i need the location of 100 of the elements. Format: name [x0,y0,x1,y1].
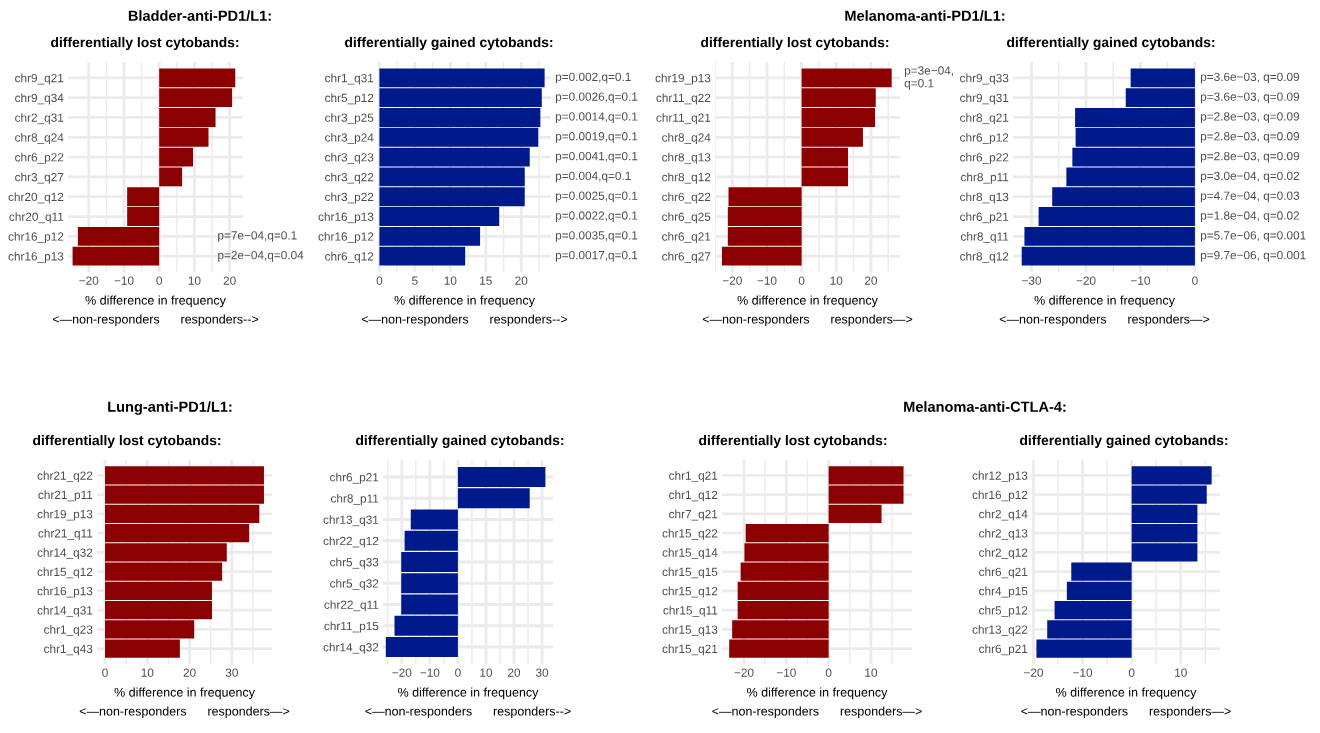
text: p=0.0041,q=0.1 [555,151,638,163]
y-tick-label: chr6_q27 [662,251,711,263]
y-tick-label: chr2_q14 [979,509,1028,521]
y-tick-label: chr1_q43 [44,644,93,656]
y-tick-label: chr3_q23 [325,152,374,164]
y-tick-label: chr12_p13 [972,471,1028,483]
y-tick-label: chr9_q21 [15,73,64,85]
text: p=3.0e−04, q=0.02 [1200,171,1300,183]
x-axis-title: % difference in frequency <—non-responders responders—> [712,687,922,719]
chart-subtitle: differentially gained cytobands: [345,36,553,50]
y-tick-label: chr15_q14 [662,548,718,560]
x-tick-label: 20 [864,276,877,285]
x-tick-label: 30 [535,668,549,677]
text: p=0.0017,q=0.1 [555,250,638,262]
y-tick-label: chr5_p12 [979,605,1028,617]
y-tick-label: chr2_q12 [979,548,1028,560]
x-tick-label: 20 [183,668,196,677]
y-tick-label: chr16_p13 [37,586,93,598]
y-tick-label: chr19_p13 [655,73,711,85]
y-tick-label: chr19_p13 [37,509,93,521]
y-tick-label: chr6_q21 [662,232,711,244]
x-tick-label: 10 [141,668,154,677]
annotation: p=2e−04,q=0.04 [218,250,304,262]
x-tick-label: 0 [102,668,108,677]
y-tick-label: chr3_p25 [325,113,374,125]
y-tick-label: chr6_p22 [960,152,1009,164]
annotation: p=7e−04,q=0.1 [218,231,297,242]
x-tick-label: 20 [515,276,528,285]
text: p=0.0019,q=0.1 [555,132,638,143]
y-tick-label: chr16_p13 [8,251,64,263]
chart-title: Lung-anti-PD1/L1: [108,401,232,415]
text: p=0.004,q=0.1 [555,171,631,183]
y-tick-label: chr8_q21 [960,113,1009,125]
y-tick-label: chr15_q12 [662,586,718,598]
text: p=3.6e−03, q=0.09 [1200,92,1300,104]
y-tick-label: chr15_q15 [662,567,718,579]
y-tick-label: chr7_q21 [669,509,718,521]
x-tick-label: 20 [508,668,521,677]
x-tick-label: −10 [757,276,777,285]
y-tick-label: chr6_p21 [960,212,1009,224]
y-tick-label: chr8_q12 [662,172,711,184]
y-tick-label: chr9_q31 [960,93,1009,105]
chart-subtitle: differentially gained cytobands: [1007,36,1215,50]
x-tick-label: 15 [480,276,492,285]
text: p=0.0025,q=0.1 [555,191,638,203]
y-tick-label: chr11_p15 [324,621,379,633]
y-tick-label: chr15_q11 [663,605,718,617]
text: p=3.6e−03, q=0.09 [1200,72,1300,84]
y-tick-label: chr1_q12 [669,490,718,502]
y-tick-label: chr21_p11 [38,490,93,502]
y-tick-label: chr14_q32 [37,548,93,560]
text: p=2.8e−03, q=0.09 [1200,112,1300,123]
text: p=4.7e−04, q=0.03 [1200,191,1300,203]
y-tick-label: chr22_q12 [323,536,379,548]
y-tick-label: chr6_p22 [15,152,64,164]
y-tick-label: chr15_q22 [662,528,718,540]
y-tick-label: chr3_q27 [15,172,64,184]
y-tick-label: chr5_p12 [325,93,374,105]
x-tick-label: 0 [1128,668,1135,677]
y-tick-label: chr21_q11 [38,528,93,540]
chart-title: Melanoma-anti-PD1/L1: [845,10,1005,22]
y-tick-label: chr6_q22 [662,192,711,204]
x-axis-title: % difference in frequency <—non-responders responders—> [79,687,290,719]
y-tick-label: chr8_q13 [960,192,1009,204]
y-tick-label: chr3_p22 [325,192,374,204]
y-tick-label: chr9_q34 [15,93,64,105]
x-tick-label: 10 [830,276,843,285]
y-tick-label: chr16_p12 [318,232,374,244]
chart-subtitle: differentially gained cytobands: [356,434,564,448]
x-axis-title: % difference in frequency <—non-responders responders--> [361,295,568,327]
x-tick-label: 10 [480,668,493,677]
chart-subtitle: differentially lost cytobands: [51,37,239,50]
y-tick-label: chr15_q12 [37,567,93,579]
y-tick-label: chr3_q22 [325,172,374,184]
x-tick-label: 10 [865,668,878,677]
x-tick-label: −30 [1022,276,1042,285]
y-tick-label: chr16_p13 [318,212,374,224]
text: p=2.8e−03, q=0.09 [1200,151,1300,163]
text: p=2.8e−03, q=0.09 [1200,132,1300,143]
y-tick-label: chr22_q11 [324,600,379,612]
chart-subtitle: differentially lost cytobands: [701,37,889,50]
y-tick-label: chr1_q23 [44,625,93,637]
y-tick-label: chr14_q32 [323,642,379,654]
x-tick-label: 10 [444,276,457,285]
text: p=0.0022,q=0.1 [555,211,638,223]
y-tick-label: chr9_q33 [960,73,1009,85]
y-tick-label: chr15_q21 [662,644,718,656]
x-tick-label: −10 [114,276,134,285]
text: p=9.7e−06, q=0.001 [1200,250,1306,262]
x-tick-label: −20 [722,276,742,285]
chart-title: Bladder-anti-PD1/L1: [128,10,271,22]
y-tick-label: chr21_q22 [37,471,93,483]
y-tick-label: chr13_q22 [972,625,1028,637]
x-tick-label: 0 [798,276,805,285]
y-tick-label: chr11_q22 [656,93,711,105]
y-tick-label: chr15_q13 [662,625,718,637]
x-tick-label: 5 [412,276,418,285]
y-tick-label: chr6_q12 [325,251,374,263]
x-axis-title: % difference in frequency <—non-responders responders--> [365,687,571,719]
x-tick-label: −10 [420,668,440,677]
